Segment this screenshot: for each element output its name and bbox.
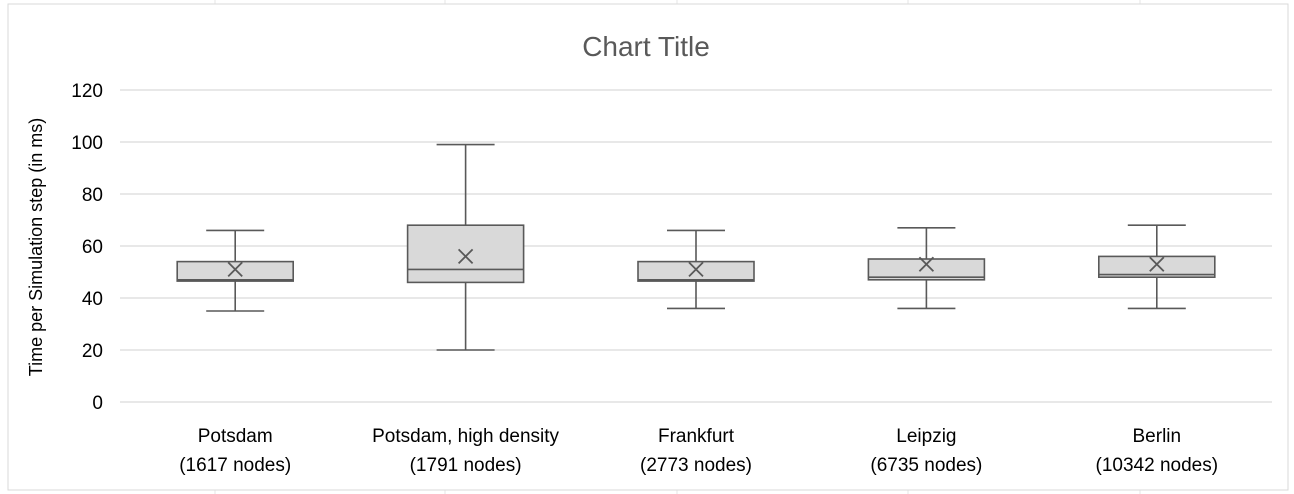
x-category-label: (1617 nodes) <box>179 455 291 476</box>
mean-marker-icon <box>918 256 935 272</box>
box-series <box>176 143 1216 351</box>
mean-marker-icon <box>457 248 474 265</box>
interquartile-box <box>406 224 525 284</box>
y-tick-label: 120 <box>71 81 103 102</box>
box-plot-item[interactable] <box>1098 224 1216 310</box>
chart-frame[interactable] <box>7 3 1289 491</box>
x-category-label: Leipzig <box>896 426 956 447</box>
x-category-label: Potsdam, high density <box>372 426 559 447</box>
chart-title[interactable]: Chart Title <box>582 31 710 62</box>
box-plot-item[interactable] <box>406 143 525 351</box>
box-plot-item[interactable] <box>867 227 986 310</box>
mean-marker-icon <box>1149 256 1165 272</box>
y-tick-label: 80 <box>82 185 103 206</box>
y-tick-label: 100 <box>71 133 103 154</box>
x-axis-categories: Potsdam (1617 nodes) Potsdam, high density… <box>179 426 1218 476</box>
interquartile-box <box>1098 255 1216 278</box>
interquartile-box <box>637 260 755 282</box>
x-category-label: Berlin <box>1133 426 1182 447</box>
y-axis-ticks: 0 20 40 60 80 100 120 <box>71 81 103 414</box>
mean-marker-icon <box>688 261 704 278</box>
x-category-label: Frankfurt <box>658 426 735 447</box>
box-plot-item[interactable] <box>637 229 755 310</box>
y-tick-label: 60 <box>82 237 103 258</box>
x-category-label: (1791 nodes) <box>410 455 522 476</box>
y-axis-label[interactable]: Time per Simulation step (in ms) <box>26 118 46 376</box>
x-category-label: Potsdam <box>198 426 273 447</box>
x-category-label: (2773 nodes) <box>640 455 752 476</box>
y-tick-label: 40 <box>82 289 103 310</box>
x-category-label: (6735 nodes) <box>870 455 982 476</box>
y-tick-label: 20 <box>82 341 103 362</box>
interquartile-box <box>867 258 986 281</box>
x-category-label: (10342 nodes) <box>1096 455 1219 476</box>
interquartile-box <box>176 260 294 282</box>
y-tick-label: 0 <box>92 393 103 414</box>
box-plot-item[interactable] <box>176 229 294 312</box>
mean-marker-icon <box>227 261 243 278</box>
